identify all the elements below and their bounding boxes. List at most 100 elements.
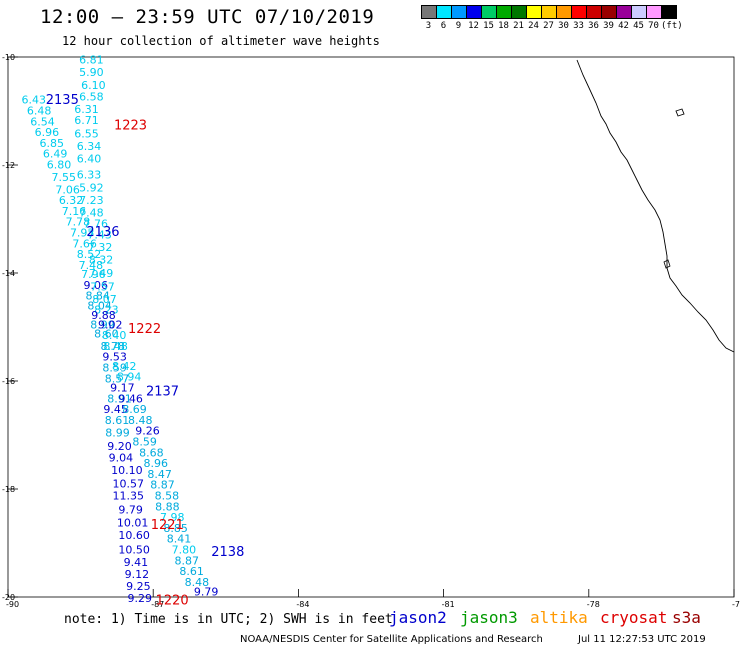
map-frame [7, 56, 735, 598]
lat-tick-label: -12 [2, 161, 15, 170]
color-scale-label: 36 [588, 21, 599, 31]
lon-tick-label: -78 [587, 600, 600, 609]
wave-height-value: 7.78 [66, 216, 91, 229]
wave-height-value: 8.61 [179, 565, 204, 578]
color-scale-swatch [631, 5, 647, 19]
wave-height-value: 9.17 [110, 381, 134, 394]
wave-height-value: 6.33 [77, 169, 102, 182]
color-scale-label: 12 [468, 21, 479, 31]
color-scale-swatch [586, 5, 602, 19]
wave-height-value: 7.23 [79, 194, 104, 207]
color-scale-label: 6 [440, 21, 447, 31]
wave-height-value: 9.26 [135, 425, 160, 438]
color-scale-label: 27 [543, 21, 554, 31]
color-scale-swatch [511, 5, 527, 19]
wave-height-value: 9.88 [91, 309, 116, 322]
wave-height-value: 8.88 [155, 500, 180, 513]
wave-height-value: 8.68 [139, 446, 164, 459]
wave-height-value: 6.10 [81, 79, 106, 92]
wave-height-value: 6.31 [74, 103, 99, 116]
color-scale-swatch [526, 5, 542, 19]
wave-height-value: 9.45 [103, 403, 128, 416]
wave-height-value: 7.76 [84, 217, 109, 230]
wave-height-value: 6.80 [47, 158, 72, 171]
lon-tick-label: -75 [732, 600, 740, 609]
wave-height-value: 8.48 [128, 414, 153, 427]
color-scale-swatch [421, 5, 437, 19]
wave-height-value: 9.79 [194, 586, 219, 599]
wave-height-value: 9.02 [98, 318, 123, 331]
lon-tick-label: -87 [151, 600, 164, 609]
wave-height-value: 8.99 [105, 426, 130, 439]
wave-height-value: 7.55 [52, 171, 76, 184]
wave-height-value: 6.71 [74, 114, 99, 127]
wave-height-value: 8.61 [105, 414, 130, 427]
pass-time-label: 2138 [211, 545, 244, 560]
color-scale-label: (ft) [661, 21, 683, 31]
pass-time-label: 2136 [86, 225, 119, 240]
color-scale-label: 18 [498, 21, 509, 31]
wave-height-value: 5.90 [79, 66, 104, 79]
satellite-legend-altika: altika [530, 608, 588, 627]
color-scale-swatch [436, 5, 452, 19]
wave-height-value: 8.78 [100, 340, 125, 353]
lat-tick-label: -14 [2, 269, 15, 278]
wave-height-value: 10.01 [117, 516, 148, 529]
wave-height-value: 7.06 [55, 183, 80, 196]
color-scale-swatch [496, 5, 512, 19]
lon-tick-label: -90 [6, 600, 19, 609]
wave-height-value: 8.84 [85, 290, 110, 303]
footer-timestamp: Jul 11 12:27:53 UTC 2019 [578, 634, 706, 645]
footer-credit: NOAA/NESDIS Center for Satellite Applica… [240, 634, 543, 645]
wave-height-value: 5.92 [79, 182, 104, 195]
wave-height-value: 9.06 [84, 279, 109, 292]
wave-height-value: 8.85 [163, 522, 188, 535]
wave-height-value: 9.41 [124, 556, 148, 569]
color-scale-swatch [571, 5, 587, 19]
color-scale-swatch [481, 5, 497, 19]
wave-height-value: 7.32 [88, 241, 113, 254]
color-scale-label: 15 [483, 21, 494, 31]
pass-time-label: 1220 [156, 594, 189, 609]
wave-height-value: 10.50 [118, 543, 149, 556]
color-scale-swatch [451, 5, 467, 19]
wave-height-value: 8.42 [112, 360, 137, 373]
wave-height-value: 7.43 [87, 229, 112, 242]
wave-height-value: 6.96 [35, 126, 60, 139]
color-scale-swatch [556, 5, 572, 19]
wave-height-value: 8.99 [90, 318, 115, 331]
wave-height-value: 8.91 [107, 392, 132, 405]
color-scale-label: 3 [425, 21, 432, 31]
wave-height-value: 9.53 [102, 351, 127, 364]
wave-height-value: 7.16 [62, 205, 87, 218]
page-subtitle: 12 hour collection of altimeter wave hei… [62, 34, 380, 48]
wave-height-value: 8.48 [185, 576, 210, 589]
wave-height-value: 6.54 [30, 115, 55, 128]
wave-height-value: 8.57 [105, 372, 130, 385]
wave-height-value: 6.40 [77, 153, 102, 166]
wave-height-value: 8.40 [102, 329, 127, 342]
color-scale-label: 45 [633, 21, 644, 31]
color-scale-swatch [541, 5, 557, 19]
color-scale-swatch [661, 5, 677, 19]
wave-height-value: 8.41 [167, 533, 192, 546]
wave-height-value: 8.48 [103, 340, 128, 353]
wave-height-value: 6.43 [22, 94, 47, 107]
color-scale-label: 70 [648, 21, 659, 31]
pass-time-label: 1221 [151, 518, 184, 533]
wave-height-value: 11.35 [113, 489, 145, 502]
pass-time-label: 2137 [146, 385, 179, 400]
lat-tick-label: -20 [2, 593, 15, 602]
wave-height-value: 7.49 [89, 267, 114, 280]
wave-height-value: 9.04 [109, 452, 134, 465]
satellite-legend-jason2: jason2 [389, 608, 447, 627]
wave-height-value: 9.25 [126, 580, 151, 593]
wave-height-value: 6.32 [59, 194, 84, 207]
page-title: 12:00 – 23:59 UTC 07/10/2019 [40, 6, 375, 28]
wave-height-value: 8.52 [77, 248, 102, 261]
lat-tick-label: -18 [2, 485, 15, 494]
wave-height-value: 6.85 [39, 137, 64, 150]
wave-height-value: 7.48 [79, 259, 104, 272]
color-scale-swatch [466, 5, 482, 19]
